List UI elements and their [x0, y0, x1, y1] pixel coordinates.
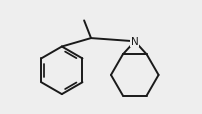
- Text: N: N: [131, 37, 139, 47]
